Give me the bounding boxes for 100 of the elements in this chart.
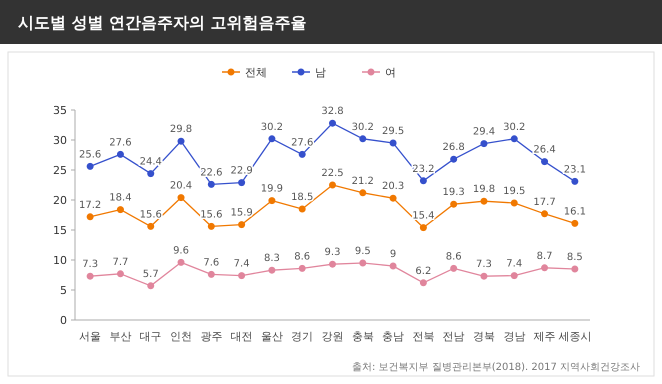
data-label: 19.9 — [260, 184, 284, 195]
data-label: 15.4 — [412, 210, 435, 222]
point — [298, 264, 306, 272]
point — [480, 272, 488, 280]
x-tick-label: 전남 — [442, 330, 465, 343]
point — [571, 220, 578, 227]
data-label: 27.6 — [291, 137, 314, 148]
data-label: 18.4 — [109, 192, 132, 204]
data-label: 19.5 — [503, 186, 526, 197]
point — [541, 158, 548, 166]
point — [298, 206, 306, 212]
point — [390, 262, 397, 270]
point — [571, 266, 578, 272]
y-tick-label: 35 — [53, 104, 67, 117]
point — [86, 272, 94, 280]
x-tick-label: 대구 — [140, 330, 162, 343]
data-label: 7.3 — [476, 259, 492, 270]
data-label: 16.1 — [564, 206, 586, 218]
data-label: 27.6 — [109, 137, 132, 148]
data-label: 26.8 — [442, 142, 465, 154]
point — [268, 197, 276, 204]
x-tick-label: 부산 — [109, 330, 132, 343]
y-tick-label: 30 — [53, 134, 67, 147]
data-label: 15.6 — [140, 209, 162, 220]
data-label: 7.4 — [234, 258, 250, 270]
y-tick-label: 5 — [60, 284, 67, 297]
data-label: 15.9 — [230, 208, 253, 219]
data-label: 7.3 — [82, 259, 98, 270]
x-tick-label: 충남 — [382, 330, 404, 343]
x-tick-label: 경기 — [291, 330, 314, 343]
data-label: 8.6 — [294, 251, 310, 262]
point — [147, 222, 154, 230]
point — [541, 210, 548, 218]
data-label: 17.7 — [533, 196, 556, 208]
point — [116, 150, 124, 158]
data-label: 29.4 — [472, 126, 496, 138]
point — [510, 135, 518, 142]
point — [86, 162, 94, 170]
point — [147, 170, 154, 178]
data-label: 23.1 — [564, 164, 586, 176]
chart-title: 시도별 성별 연간음주자의 고위험음주율 — [18, 13, 307, 32]
point — [480, 198, 488, 205]
point — [420, 279, 427, 286]
x-tick-label: 전북 — [412, 330, 434, 343]
point — [116, 206, 124, 214]
point — [238, 272, 246, 280]
point — [116, 270, 124, 278]
legend-label: 여 — [385, 66, 396, 79]
data-label: 7.7 — [112, 256, 128, 268]
point — [329, 260, 336, 268]
legend-label: 남 — [315, 66, 326, 79]
point — [510, 272, 518, 280]
data-label: 8.5 — [566, 252, 583, 263]
data-label: 7.6 — [203, 257, 220, 268]
data-label: 25.6 — [79, 149, 102, 160]
point — [208, 180, 215, 188]
point — [208, 270, 215, 278]
data-label: 9.6 — [173, 245, 189, 256]
point — [359, 260, 366, 266]
x-tick-label: 울산 — [260, 330, 283, 343]
y-tick-label: 0 — [60, 314, 67, 327]
x-tick-label: 경남 — [503, 330, 526, 343]
x-tick-label: 인천 — [170, 330, 192, 343]
x-tick-label: 경북 — [472, 330, 495, 343]
data-label: 20.4 — [170, 180, 192, 192]
source-note: 출처: 보건복지부 질병관리본부(2018). 2017 지역사회건강조사 — [352, 362, 640, 373]
point — [450, 200, 458, 208]
data-label: 30.2 — [352, 122, 374, 133]
x-tick-label: 서울 — [79, 330, 102, 343]
data-label: 24.4 — [140, 156, 162, 168]
legend-label: 전체 — [245, 66, 267, 79]
y-tick-label: 15 — [53, 224, 67, 237]
point — [208, 222, 215, 230]
point — [238, 221, 246, 228]
y-tick-label: 20 — [53, 194, 67, 207]
data-label: 30.2 — [260, 122, 284, 133]
x-tick-label: 세종시 — [558, 330, 592, 343]
point — [86, 213, 94, 220]
x-tick-label: 강원 — [322, 330, 344, 343]
x-tick-label: 대전 — [230, 330, 253, 343]
point — [178, 138, 185, 145]
data-label: 18.5 — [291, 192, 314, 203]
data-label: 19.8 — [472, 184, 496, 196]
point — [571, 178, 578, 185]
data-label: 9.3 — [324, 247, 340, 258]
point — [178, 258, 185, 266]
point — [450, 264, 458, 272]
data-label: 30.2 — [503, 122, 526, 133]
point — [359, 189, 366, 196]
data-label: 15.6 — [200, 209, 222, 220]
point — [450, 156, 458, 163]
data-label: 17.2 — [79, 200, 102, 211]
point — [329, 182, 336, 188]
data-label: 9 — [390, 249, 396, 260]
data-label: 6.2 — [415, 266, 432, 277]
data-label: 20.3 — [382, 181, 404, 192]
data-label: 26.4 — [533, 144, 556, 156]
point — [359, 135, 366, 142]
data-label: 29.5 — [382, 126, 404, 137]
y-tick-label: 10 — [53, 254, 67, 267]
